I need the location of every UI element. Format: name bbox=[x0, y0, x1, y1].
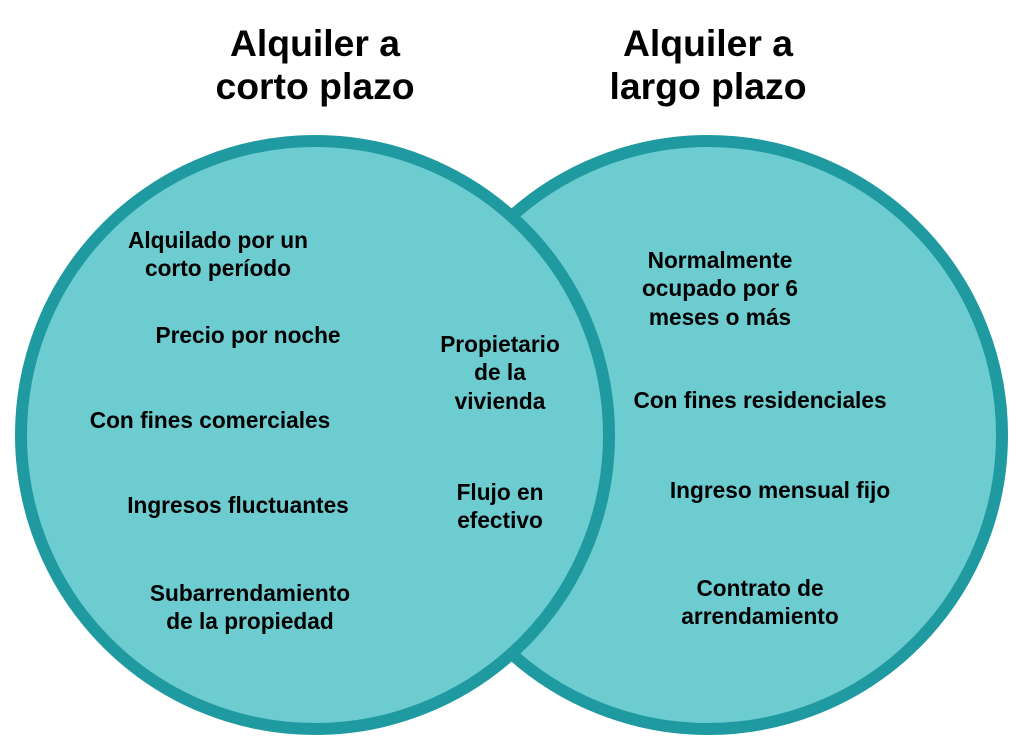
venn-center-item-0: Propietariode lavivienda bbox=[350, 330, 650, 415]
venn-left-item-2: Con fines comerciales bbox=[60, 406, 360, 434]
venn-right-item-0: Normalmenteocupado por 6meses o más bbox=[570, 246, 870, 331]
venn-diagram: Alquiler acorto plazo Alquiler alargo pl… bbox=[0, 0, 1024, 739]
venn-right-item-2: Ingreso mensual fijo bbox=[630, 476, 930, 504]
venn-left-item-4: Subarrendamientode la propiedad bbox=[100, 579, 400, 636]
venn-left-item-0: Alquilado por uncorto período bbox=[68, 226, 368, 283]
venn-left-item-3: Ingresos fluctuantes bbox=[88, 491, 388, 519]
venn-right-item-1: Con fines residenciales bbox=[610, 386, 910, 414]
venn-center-item-1: Flujo enefectivo bbox=[350, 478, 650, 535]
venn-right-item-3: Contrato dearrendamiento bbox=[610, 574, 910, 631]
